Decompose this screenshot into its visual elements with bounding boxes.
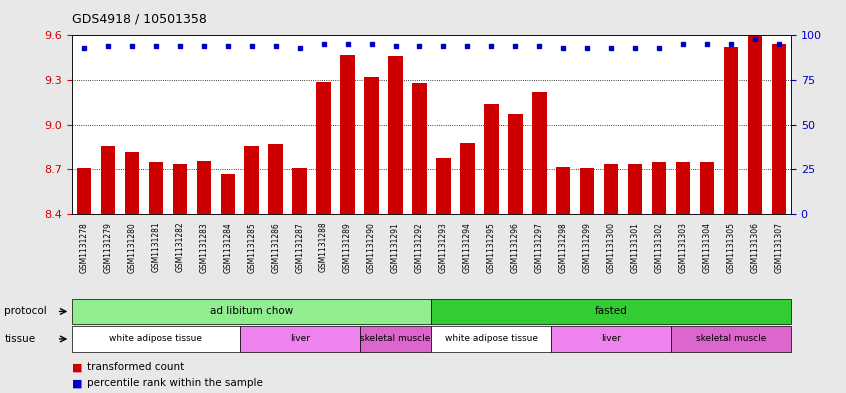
Bar: [431, 326, 552, 352]
Bar: [652, 162, 667, 214]
Bar: [437, 158, 451, 214]
Bar: [772, 44, 786, 214]
Bar: [293, 168, 307, 214]
Bar: [173, 163, 187, 214]
Bar: [149, 162, 163, 214]
Bar: [412, 83, 426, 214]
Bar: [532, 92, 547, 214]
Bar: [604, 163, 618, 214]
Bar: [124, 152, 139, 214]
Bar: [556, 167, 570, 214]
Text: tissue: tissue: [4, 334, 36, 344]
Text: skeletal muscle: skeletal muscle: [696, 334, 766, 343]
Bar: [244, 146, 259, 214]
Bar: [671, 326, 791, 352]
Bar: [748, 35, 762, 214]
Text: protocol: protocol: [4, 307, 47, 316]
Text: transformed count: transformed count: [87, 362, 184, 373]
Bar: [552, 326, 671, 352]
Bar: [340, 55, 354, 214]
Bar: [700, 162, 714, 214]
Text: white adipose tissue: white adipose tissue: [109, 334, 202, 343]
Text: liver: liver: [289, 334, 310, 343]
Text: ■: ■: [72, 362, 82, 373]
Bar: [628, 163, 642, 214]
Bar: [508, 114, 523, 214]
Text: skeletal muscle: skeletal muscle: [360, 334, 431, 343]
Bar: [77, 168, 91, 214]
Text: liver: liver: [602, 334, 621, 343]
Bar: [239, 326, 360, 352]
Text: GDS4918 / 10501358: GDS4918 / 10501358: [72, 13, 206, 26]
Bar: [72, 299, 431, 324]
Bar: [484, 104, 498, 214]
Bar: [101, 146, 115, 214]
Bar: [676, 162, 690, 214]
Bar: [580, 168, 595, 214]
Bar: [460, 143, 475, 214]
Bar: [360, 326, 431, 352]
Text: fasted: fasted: [595, 307, 628, 316]
Text: percentile rank within the sample: percentile rank within the sample: [87, 378, 263, 388]
Text: white adipose tissue: white adipose tissue: [445, 334, 538, 343]
Bar: [72, 326, 239, 352]
Text: ad libitum chow: ad libitum chow: [210, 307, 294, 316]
Bar: [221, 174, 235, 214]
Bar: [365, 77, 379, 214]
Bar: [316, 82, 331, 214]
Bar: [724, 47, 739, 214]
Bar: [196, 161, 211, 214]
Text: ■: ■: [72, 378, 82, 388]
Bar: [388, 56, 403, 214]
Bar: [268, 144, 283, 214]
Bar: [431, 299, 791, 324]
